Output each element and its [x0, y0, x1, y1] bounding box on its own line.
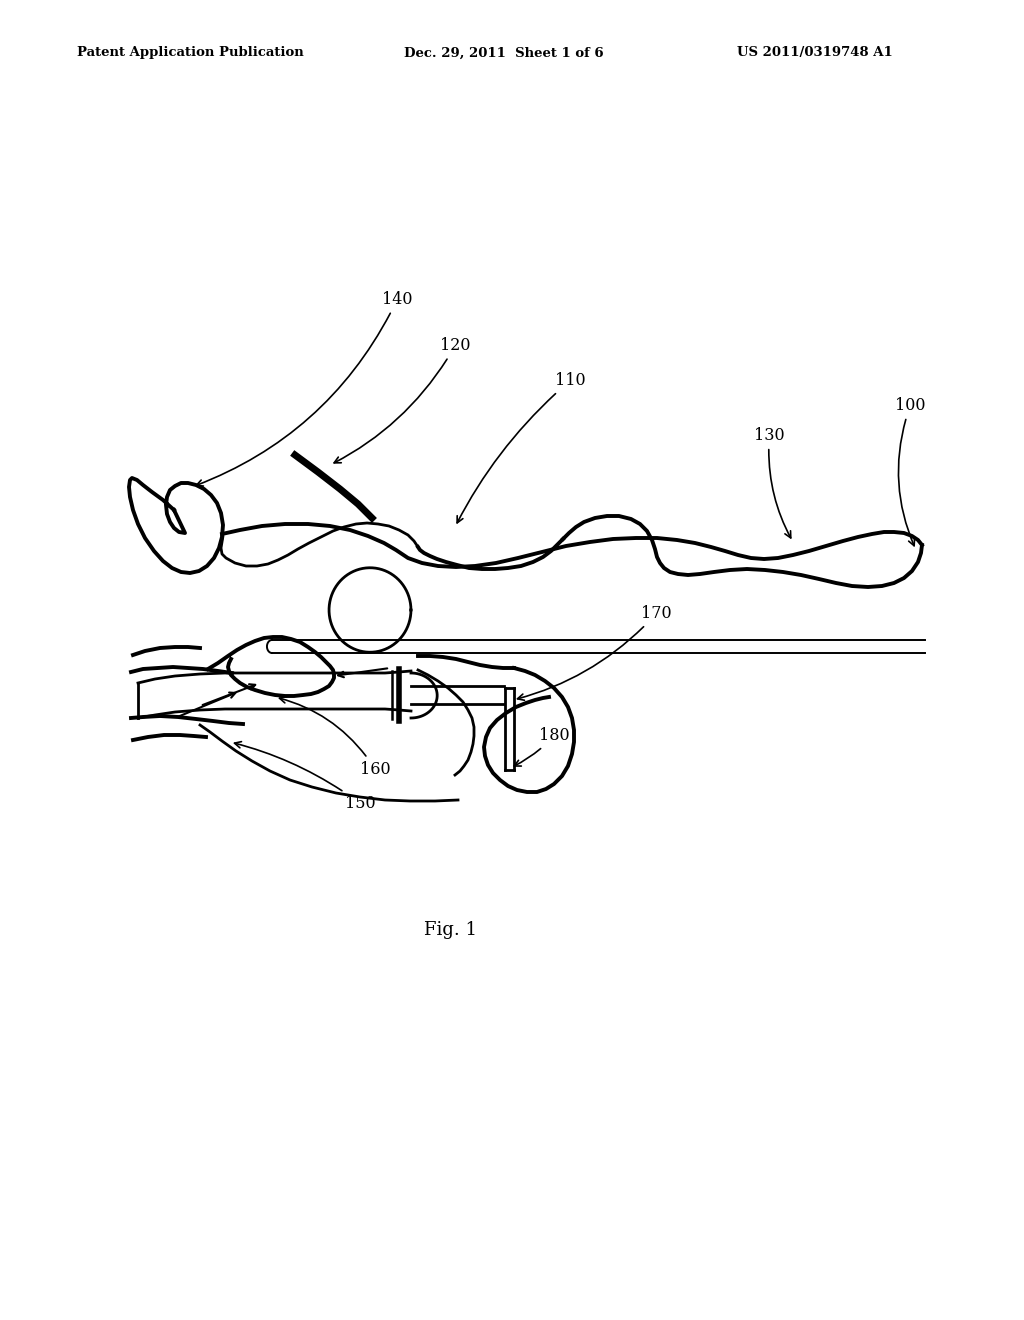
Text: 100: 100	[895, 397, 926, 545]
Text: 180: 180	[514, 727, 569, 766]
Text: 160: 160	[280, 697, 390, 777]
Text: 140: 140	[197, 290, 413, 486]
Text: 120: 120	[334, 337, 470, 463]
Text: Fig. 1: Fig. 1	[424, 921, 476, 939]
Text: Dec. 29, 2011  Sheet 1 of 6: Dec. 29, 2011 Sheet 1 of 6	[404, 46, 604, 59]
Text: 170: 170	[517, 605, 672, 700]
Text: Patent Application Publication: Patent Application Publication	[77, 46, 303, 59]
Text: 150: 150	[234, 742, 376, 812]
Text: 130: 130	[754, 426, 791, 539]
Text: 110: 110	[457, 372, 586, 523]
Text: US 2011/0319748 A1: US 2011/0319748 A1	[737, 46, 893, 59]
